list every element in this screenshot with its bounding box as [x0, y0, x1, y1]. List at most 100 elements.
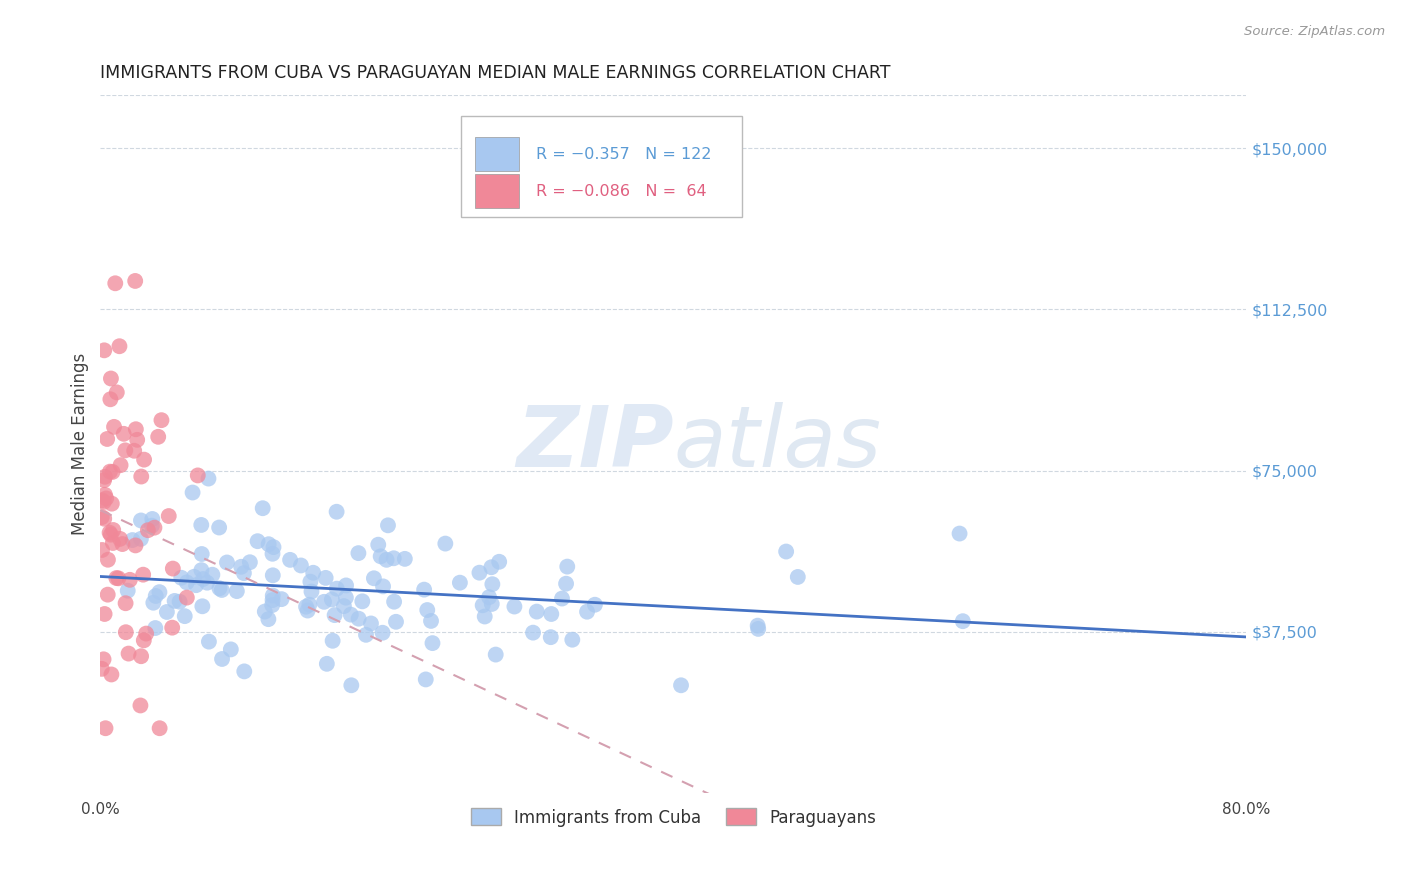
Point: [471, 599, 494, 613]
Point: [561, 632, 583, 647]
FancyBboxPatch shape: [461, 116, 742, 217]
Point: [122, 443, 145, 458]
Point: [257, 537, 280, 551]
Point: [143, 521, 166, 535]
Point: [555, 559, 578, 574]
Point: [371, 625, 394, 640]
Point: [132, 452, 155, 467]
Point: [117, 647, 139, 661]
Point: [145, 589, 167, 603]
Point: [262, 593, 284, 607]
Point: [301, 584, 323, 599]
Point: [103, 523, 125, 537]
Point: [183, 570, 205, 584]
Point: [100, 527, 122, 541]
Point: [290, 558, 312, 573]
Point: [394, 552, 416, 566]
Point: [422, 636, 444, 650]
Point: [370, 549, 392, 564]
Point: [98, 525, 121, 540]
Point: [253, 605, 276, 619]
Point: [551, 591, 574, 606]
Point: [299, 574, 322, 589]
Point: [347, 546, 370, 560]
Point: [148, 430, 170, 444]
Point: [93, 495, 115, 509]
Point: [340, 678, 363, 692]
Point: [117, 583, 139, 598]
Point: [143, 621, 166, 635]
Point: [335, 578, 357, 592]
Point: [326, 582, 349, 596]
Point: [503, 599, 526, 614]
Point: [118, 573, 141, 587]
Point: [479, 560, 502, 574]
Text: ZIP: ZIP: [516, 402, 673, 485]
Point: [315, 571, 337, 585]
Point: [262, 568, 284, 582]
Point: [156, 605, 179, 619]
Point: [297, 603, 319, 617]
Point: [98, 465, 121, 479]
Point: [231, 559, 253, 574]
Point: [576, 605, 599, 619]
Point: [278, 553, 301, 567]
Point: [347, 612, 370, 626]
Point: [94, 488, 117, 502]
Point: [93, 652, 115, 666]
Point: [114, 625, 136, 640]
Text: Source: ZipAtlas.com: Source: ZipAtlas.com: [1244, 25, 1385, 38]
Point: [93, 473, 115, 487]
Point: [129, 698, 152, 713]
Point: [108, 532, 131, 546]
Point: [190, 563, 212, 577]
Point: [449, 575, 471, 590]
Point: [377, 518, 399, 533]
Point: [93, 607, 115, 621]
Point: [246, 534, 269, 549]
Point: [157, 509, 180, 524]
Point: [176, 575, 198, 590]
Point: [107, 571, 129, 585]
Point: [190, 547, 212, 561]
Point: [481, 577, 503, 591]
Point: [127, 433, 149, 447]
Point: [233, 665, 256, 679]
Point: [132, 567, 155, 582]
Point: [420, 614, 443, 628]
Point: [485, 648, 508, 662]
Point: [181, 485, 204, 500]
Point: [90, 510, 112, 524]
Point: [367, 538, 389, 552]
Point: [136, 523, 159, 537]
Point: [114, 596, 136, 610]
Point: [96, 491, 118, 506]
Point: [184, 578, 207, 592]
Point: [162, 561, 184, 575]
Point: [198, 634, 221, 648]
Point: [101, 497, 124, 511]
Point: [170, 571, 193, 585]
Point: [468, 566, 491, 580]
Point: [208, 520, 231, 534]
Point: [488, 555, 510, 569]
Point: [315, 657, 337, 671]
Point: [211, 652, 233, 666]
Point: [141, 518, 163, 533]
Point: [112, 426, 135, 441]
Y-axis label: Median Male Earnings: Median Male Earnings: [72, 352, 89, 535]
Point: [108, 339, 131, 353]
Point: [132, 633, 155, 648]
Point: [135, 626, 157, 640]
Point: [142, 596, 165, 610]
Point: [110, 458, 132, 472]
Point: [232, 566, 254, 581]
Point: [375, 553, 398, 567]
Point: [747, 622, 769, 636]
Point: [100, 392, 122, 407]
FancyBboxPatch shape: [475, 174, 519, 208]
Point: [325, 505, 347, 519]
Text: R = −0.357   N = 122: R = −0.357 N = 122: [536, 146, 711, 161]
Point: [197, 472, 219, 486]
Point: [669, 678, 692, 692]
